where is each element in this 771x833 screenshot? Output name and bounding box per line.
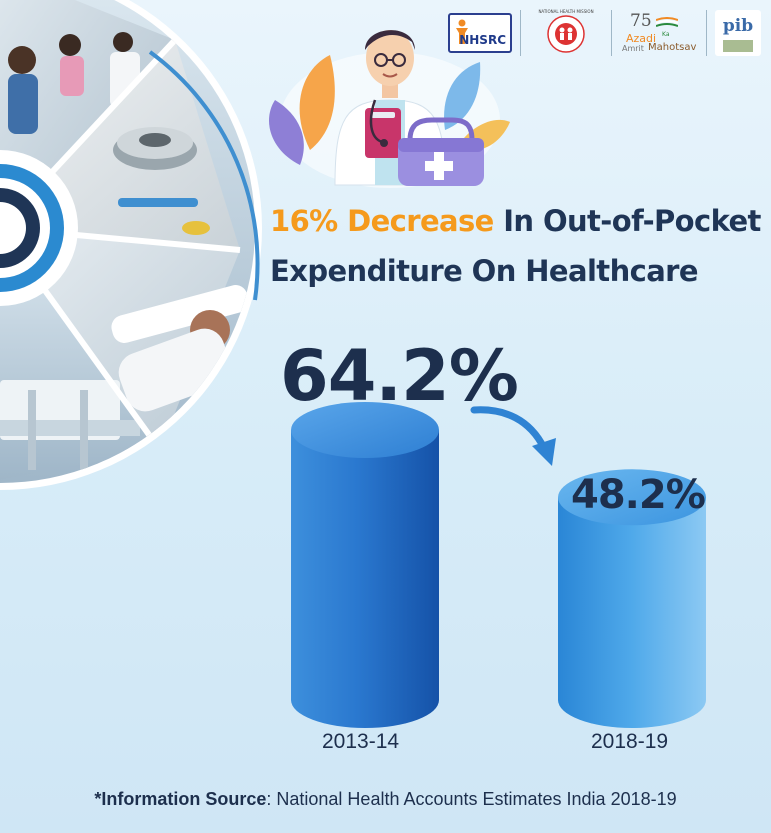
azadi-amrit: Amrit <box>622 44 644 53</box>
logo-divider <box>520 10 521 56</box>
flag-icon <box>656 17 678 27</box>
headline-line-1: 16% Decrease In Out-of-Pocket <box>270 196 765 246</box>
azadi-ka: Ka <box>662 31 670 38</box>
nhsrc-logo: NHSRC <box>448 10 512 56</box>
pib-logo: pib <box>715 10 761 56</box>
bar-body <box>558 497 706 728</box>
source-text: : National Health Accounts Estimates Ind… <box>266 789 677 809</box>
category-label: 2018-19 <box>591 730 669 753</box>
category-label: 2013-14 <box>322 730 400 753</box>
azadi-ka-amrit-mahotsav-logo: 75 Azadi Ka Amrit Mahotsav <box>620 10 698 56</box>
collage-arc <box>148 50 260 301</box>
logo-strip: NHSRC NATIONAL HEALTH MISSION 75 Aza <box>448 8 761 58</box>
azadi-number: 75 <box>630 11 652 31</box>
logo-divider <box>611 10 612 56</box>
pib-logo-text: pib <box>722 16 754 36</box>
azadi-mahotsav: Mahotsav <box>648 42 697 53</box>
decrease-arrow <box>470 406 548 452</box>
logo-divider <box>706 10 707 56</box>
headline-accent: 16% Decrease <box>270 204 494 238</box>
headline: 16% Decrease In Out-of-Pocket Expenditur… <box>270 196 765 296</box>
information-source: *Information Source: National Health Acc… <box>0 789 771 810</box>
headline-rest: In Out-of-Pocket <box>493 204 761 238</box>
bar-2013-14 <box>291 402 439 728</box>
bar-value-label: 48.2% <box>571 472 706 518</box>
pib-emblem-icon <box>723 40 753 52</box>
azadi-word: Azadi <box>626 32 657 45</box>
decrease-arrow-head <box>532 438 556 466</box>
nhm-logo: NATIONAL HEALTH MISSION <box>529 9 603 56</box>
nhm-logo-text: NATIONAL HEALTH MISSION <box>538 9 594 14</box>
nhsrc-figure-icon <box>456 19 468 44</box>
headline-line-2: Expenditure On Healthcare <box>270 254 699 288</box>
source-label: *Information Source <box>94 789 267 809</box>
bar-top <box>291 402 439 458</box>
bar-value-label: 64.2% <box>280 335 519 417</box>
bar-body <box>291 430 439 728</box>
bar-2018-19 <box>558 469 706 728</box>
nhsrc-logo-text: NHSRC <box>459 33 506 47</box>
bar-top <box>558 469 706 526</box>
